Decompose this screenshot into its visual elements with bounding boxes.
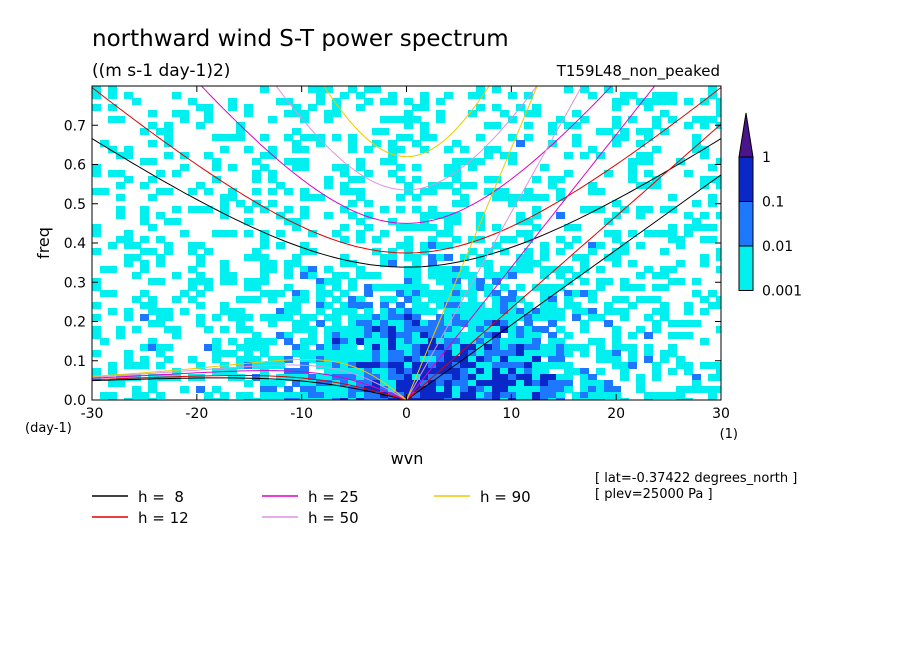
y-tick-label: 0.7 bbox=[64, 118, 86, 134]
info-latitude: [ lat=-0.37422 degrees_north ] bbox=[595, 471, 797, 486]
gravity-wave-curve bbox=[92, 138, 721, 268]
legend: h = 8 h = 12 h = 25 h = 50 h = 90 bbox=[92, 488, 531, 527]
y-tick-label: 0.4 bbox=[64, 236, 86, 252]
y-axis-label: freq bbox=[34, 227, 53, 259]
x-tick-label: -20 bbox=[185, 406, 208, 422]
y-tick-label: 0.1 bbox=[64, 354, 86, 370]
run-label: T159L48_non_peaked bbox=[556, 62, 720, 81]
gravity-wave-curve bbox=[323, 86, 490, 158]
y-tick-label: 0.5 bbox=[64, 197, 86, 213]
power-spectrum-heatmap bbox=[92, 86, 721, 400]
colorbar-label: 0.001 bbox=[762, 284, 802, 300]
colorbar-segment bbox=[738, 156, 754, 202]
colorbar: 0.001 0.01 0.1 1 bbox=[738, 112, 802, 300]
dispersion-curves bbox=[92, 86, 721, 400]
colorbar-label: 0.1 bbox=[762, 195, 784, 211]
colorbar-label: 1 bbox=[762, 150, 771, 166]
colorbar-label: 0.01 bbox=[762, 239, 793, 255]
rossby-curve bbox=[92, 375, 407, 400]
x-tick-label: -30 bbox=[81, 406, 104, 422]
colorbar-extend-triangle bbox=[738, 112, 754, 158]
x-axis: -30 -20 -10 0 10 20 30 bbox=[81, 86, 730, 422]
x-tick-label: 30 bbox=[712, 406, 730, 422]
gravity-wave-curve bbox=[275, 86, 538, 191]
y-tick-label: 0.2 bbox=[64, 315, 86, 331]
kelvin-curve bbox=[406, 86, 656, 400]
gravity-wave-curve bbox=[200, 86, 613, 224]
x-tick-label: 0 bbox=[402, 406, 411, 422]
y-tick-label: 0.3 bbox=[64, 275, 86, 291]
y-tick-label: 0.6 bbox=[64, 158, 86, 174]
colorbar-segment bbox=[738, 245, 754, 291]
rossby-curve bbox=[92, 364, 407, 400]
chart-title: northward wind S-T power spectrum bbox=[92, 26, 509, 52]
chart-units: ((m s-1 day-1)2) bbox=[92, 61, 230, 81]
x-tick-label: -10 bbox=[290, 406, 313, 422]
legend-label: h = 50 bbox=[308, 509, 359, 527]
legend-label: h = 12 bbox=[138, 509, 189, 527]
y-tick-label: 0.0 bbox=[64, 393, 86, 409]
y-unit-label: (day-1) bbox=[25, 421, 72, 436]
info-pressure-level: [ plev=25000 Pa ] bbox=[595, 487, 713, 502]
x-unit-label: (1) bbox=[720, 427, 738, 442]
kelvin-curve bbox=[406, 86, 583, 400]
colorbar-segment bbox=[738, 201, 754, 247]
x-tick-label: 10 bbox=[502, 406, 520, 422]
x-axis-label: wvn bbox=[391, 449, 424, 468]
kelvin-curve bbox=[406, 123, 721, 400]
x-tick-label: 20 bbox=[607, 406, 625, 422]
rossby-curve bbox=[92, 370, 407, 400]
gravity-wave-curve bbox=[92, 87, 721, 254]
kelvin-curve bbox=[406, 174, 721, 400]
legend-label: h = 90 bbox=[480, 488, 531, 506]
kelvin-curve bbox=[406, 86, 538, 400]
rossby-curve bbox=[92, 359, 407, 400]
y-axis: 0.0 0.1 0.2 0.3 0.4 0.5 0.6 0.7 bbox=[64, 118, 721, 409]
legend-label: h = 8 bbox=[138, 488, 184, 506]
legend-label: h = 25 bbox=[308, 488, 359, 506]
rossby-curve bbox=[92, 377, 407, 400]
